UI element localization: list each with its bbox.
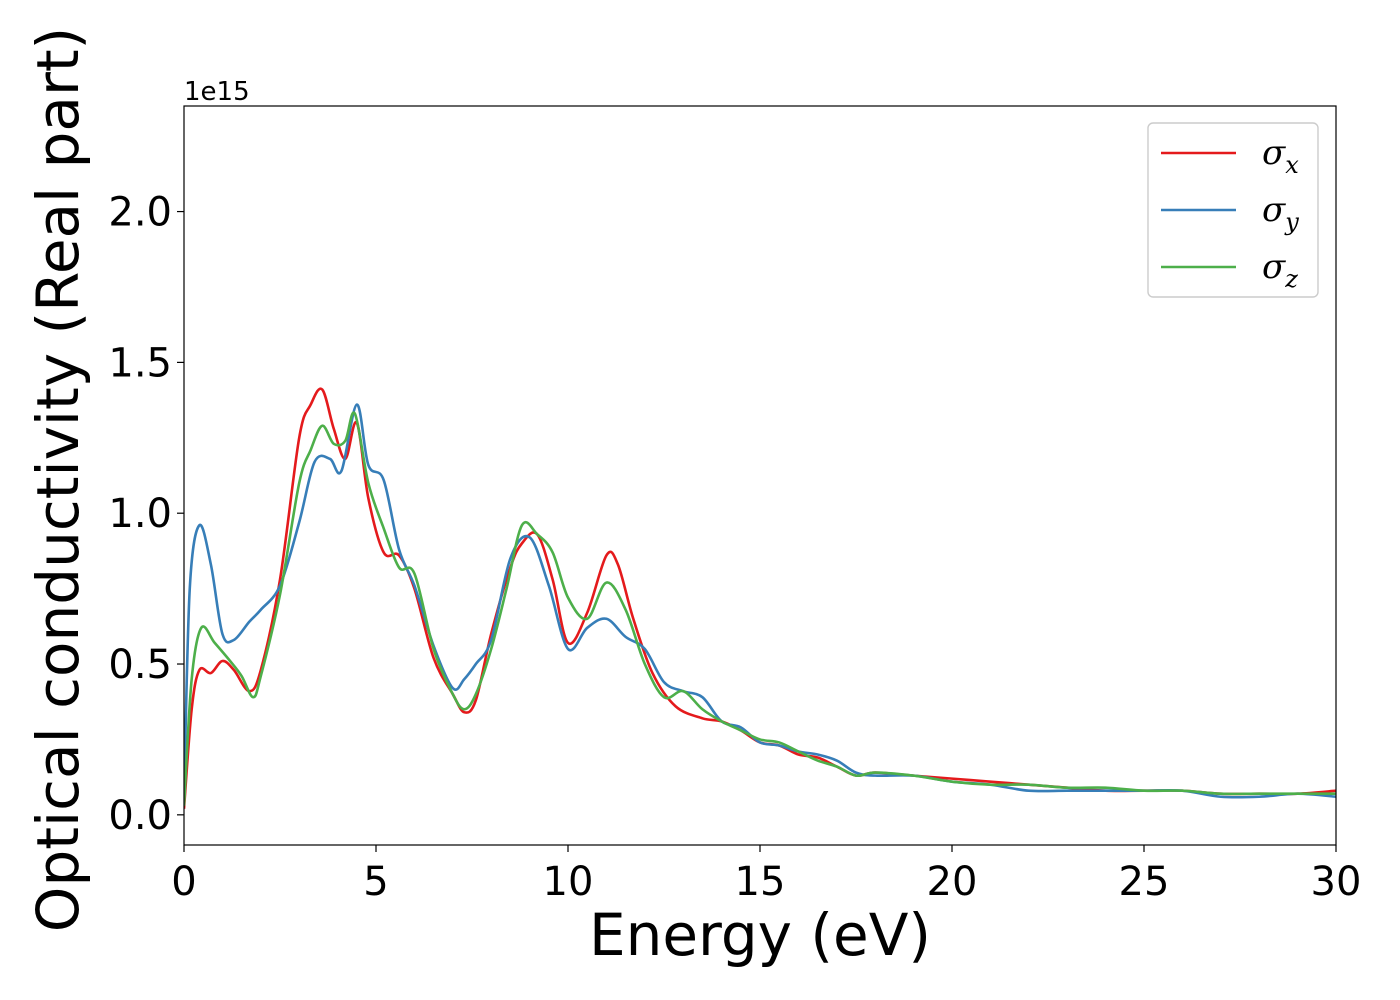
series-line-x	[184, 387, 1336, 809]
x-tick-label: 30	[1311, 859, 1362, 905]
x-tick-label: 5	[363, 859, 388, 905]
y-tick-label: 0.0	[108, 793, 172, 839]
x-tick-label: 15	[735, 859, 786, 905]
x-tick-label: 0	[171, 859, 196, 905]
series-line-z	[184, 411, 1336, 806]
x-tick-label: 25	[1119, 859, 1170, 905]
y-offset-text: 1e15	[184, 77, 250, 107]
y-axis: 0.0 0.5 1.0 1.5 2.0	[108, 190, 184, 839]
x-axis: 0 5 10 15 20 25 30	[171, 845, 1361, 905]
legend: σx σy σz	[1147, 122, 1319, 298]
y-tick-label: 1.5	[108, 340, 172, 386]
x-tick-label: 20	[927, 859, 978, 905]
y-axis-label: Optical conductivity (Real part)	[24, 27, 92, 932]
x-tick-label: 10	[543, 859, 594, 905]
x-axis-label: Energy (eV)	[589, 901, 931, 969]
plot-area	[184, 387, 1336, 809]
legend-label-x: σx	[1262, 133, 1299, 179]
y-tick-label: 0.5	[108, 642, 172, 688]
legend-label-y: σy	[1262, 190, 1299, 236]
y-tick-label: 1.0	[108, 491, 172, 537]
y-tick-label: 2.0	[108, 190, 172, 236]
legend-label-z: σz	[1262, 247, 1298, 293]
